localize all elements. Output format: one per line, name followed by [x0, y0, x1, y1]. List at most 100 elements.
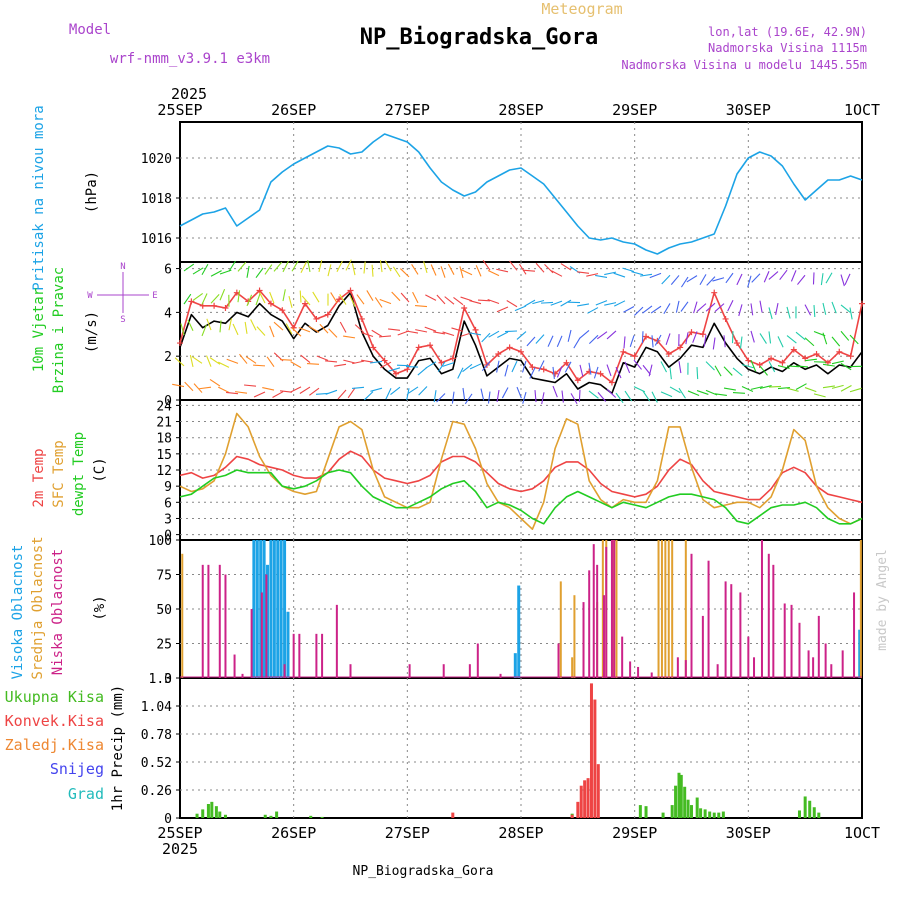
- wind-arrow: [796, 384, 807, 390]
- wind-arrow: [340, 322, 346, 333]
- bar-mark: [825, 644, 827, 679]
- wind-arrow: [210, 379, 220, 386]
- bar-mark: [517, 586, 520, 678]
- bar-mark: [717, 664, 719, 678]
- wind-arrow: [172, 384, 184, 386]
- bar-mark: [671, 540, 673, 678]
- bar-mark: [273, 540, 276, 678]
- wind-arrow: [536, 263, 544, 272]
- y-tick-label: 25: [156, 638, 172, 653]
- bar-mark: [696, 798, 699, 818]
- wind-arrow: [706, 362, 715, 370]
- bar-mark: [263, 540, 266, 678]
- bar-mark: [298, 634, 300, 678]
- precip-frozen-label: Zaledj.Kisa: [5, 736, 104, 754]
- bar-mark: [687, 800, 690, 818]
- wind-arrow: [386, 388, 391, 399]
- wind-arrow: [307, 364, 319, 365]
- bar-mark: [753, 657, 755, 678]
- wind-arrow: [589, 335, 598, 343]
- bar-mark: [683, 787, 686, 818]
- wind-arrow: [661, 392, 672, 397]
- wind-arrow: [453, 297, 463, 304]
- gust-marker: [416, 344, 422, 350]
- wind-arrow: [512, 361, 517, 372]
- gust-marker: [541, 366, 547, 372]
- wind-arrow: [257, 327, 265, 336]
- wind-arrow: [388, 329, 400, 330]
- bar-mark: [668, 540, 670, 678]
- wind-arrow: [415, 330, 427, 332]
- app-label: Meteogram: [541, 0, 622, 18]
- wind-arrow: [392, 292, 400, 301]
- wind-arrow: [850, 388, 861, 391]
- wind-arrow: [202, 264, 208, 274]
- temp-labels: 2m Temp SFC Temp dewpt Temp (C): [31, 432, 108, 516]
- wind-arrow: [425, 295, 436, 301]
- wind-arrow: [536, 335, 544, 344]
- wind-arrow: [737, 274, 742, 285]
- gust-marker: [711, 290, 717, 296]
- wind-arrow: [780, 270, 787, 280]
- wind-arrow: [184, 294, 191, 304]
- wind-arrow: [630, 335, 634, 346]
- bar-mark: [621, 637, 623, 678]
- y-tick-label: 1.3: [149, 672, 172, 687]
- series-line: [180, 451, 862, 502]
- wind-arrow: [461, 297, 472, 301]
- bar-mark: [265, 575, 267, 679]
- wind-arrow: [227, 359, 238, 363]
- bar-mark: [596, 565, 598, 678]
- wind-arrow: [328, 264, 331, 276]
- y-tick-labels: 1016101810200246036912151821240255075100…: [141, 152, 180, 827]
- wind-arrow: [604, 303, 616, 306]
- bar-mark: [722, 812, 725, 818]
- bar-mark: [818, 616, 820, 678]
- wind-arrow: [372, 265, 373, 277]
- wind-arrow: [739, 304, 742, 316]
- gust-marker: [859, 301, 865, 307]
- time-tick-top: 27SEP: [385, 101, 430, 119]
- y-tick-label: 50: [156, 603, 172, 618]
- wind-arrow: [476, 265, 481, 276]
- wind-arrow: [694, 302, 697, 314]
- wind-arrow: [568, 330, 571, 342]
- bar-mark: [702, 616, 704, 678]
- bar-mark: [309, 816, 312, 818]
- wind-arrow: [841, 331, 849, 340]
- time-tick-top: 28SEP: [498, 101, 543, 119]
- gust-marker: [404, 366, 410, 372]
- bar-mark: [680, 775, 683, 818]
- wind-arrow: [184, 264, 194, 271]
- wind-arrow: [274, 322, 283, 330]
- pressure-title: Pritisak na nivou mora: [31, 105, 47, 290]
- bar-mark: [713, 813, 716, 818]
- wind-arrow: [614, 273, 625, 277]
- wind-arrow: [769, 307, 772, 319]
- wind-arrow: [760, 301, 762, 313]
- compass-e: E: [152, 291, 157, 301]
- wind-arrow: [348, 388, 355, 398]
- wind-arrow: [338, 390, 346, 399]
- wind-arrow: [507, 301, 517, 307]
- bar-mark: [661, 540, 663, 678]
- bar-mark: [593, 544, 595, 678]
- bar-mark: [202, 565, 204, 678]
- wind-arrow: [553, 367, 554, 379]
- cloud-low-label: Niska Oblacnost: [50, 549, 66, 675]
- wind-arrow: [523, 392, 526, 404]
- bar-mark: [576, 802, 579, 818]
- wind-arrow: [697, 367, 698, 379]
- wind-arrow: [309, 326, 319, 332]
- bar-mark: [181, 554, 183, 678]
- precip-hail-label: Grad: [68, 785, 104, 803]
- bar-mark: [747, 637, 749, 678]
- bar-mark: [685, 660, 687, 678]
- bar-mark: [730, 584, 732, 678]
- wind-arrow: [220, 289, 225, 300]
- wind-arrow: [776, 303, 778, 315]
- gust-marker: [188, 298, 194, 304]
- wind-arrow: [596, 301, 607, 305]
- wind-arrow: [357, 295, 364, 305]
